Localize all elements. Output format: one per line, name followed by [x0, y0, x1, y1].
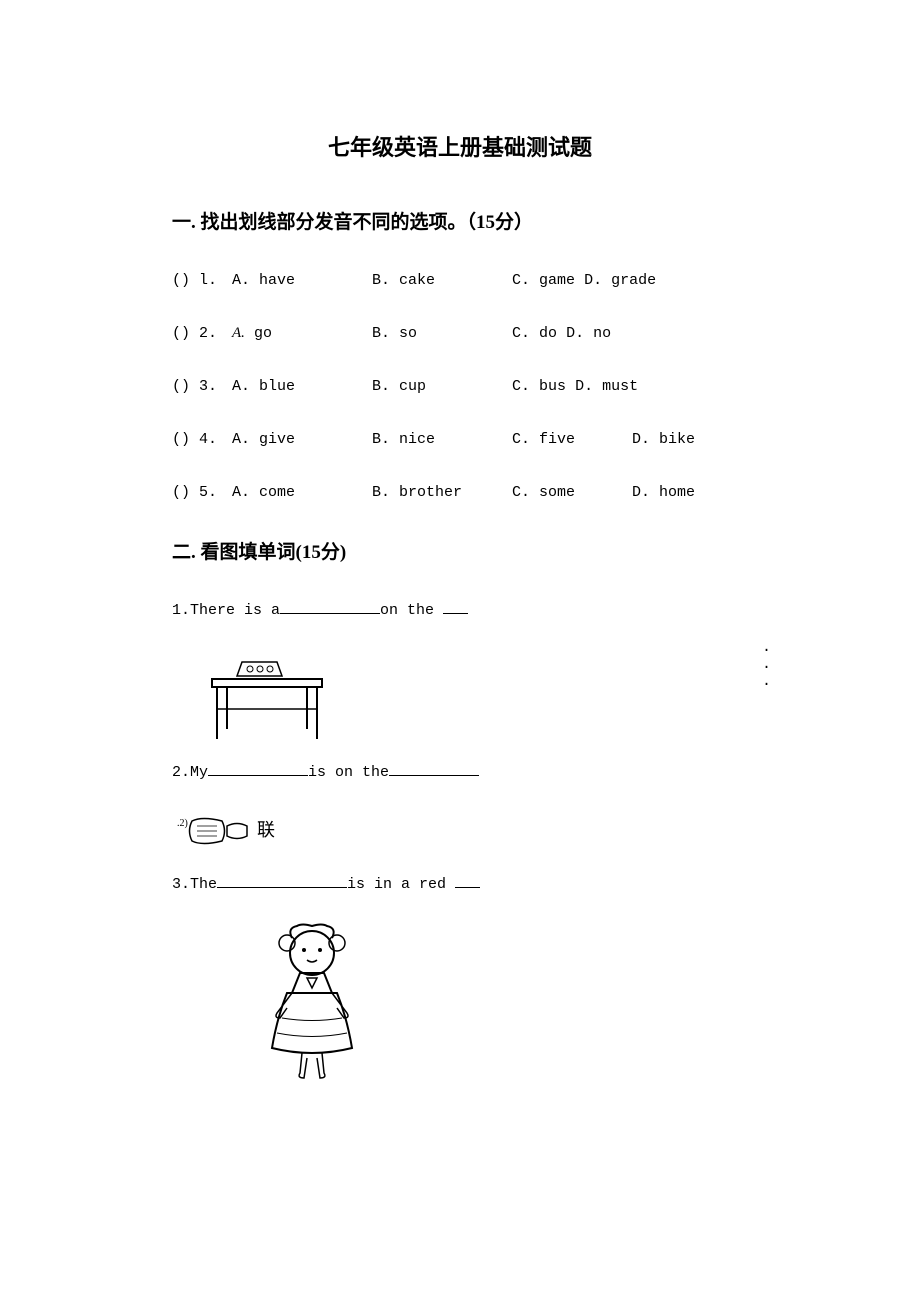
dots-marker: . . . [762, 639, 779, 690]
question-3: () 3. A. blue B. cup C. bus D. must [172, 378, 748, 395]
q2-num: () 2. [172, 325, 232, 342]
fill-question-3: 3.The is in a red [172, 876, 748, 893]
question-1: () l. A. have B. cake C. game D. grade [172, 272, 748, 289]
q4-option-d: D. bike [632, 431, 742, 448]
q4-option-a: A. give [232, 431, 372, 448]
blank-line [280, 613, 380, 614]
q3-option-a: A. blue [232, 378, 372, 395]
q1-option-cd: C. game D. grade [512, 272, 712, 289]
section2-heading: 二. 看图填单词(15分) [172, 537, 748, 564]
q5-option-a: A. come [232, 484, 372, 501]
question-4: () 4. A. give B. nice C. five D. bike [172, 431, 748, 448]
q1-option-a: A. have [232, 272, 372, 289]
q5-option-b: B. brother [372, 484, 512, 501]
q1-num: () l. [172, 272, 232, 289]
q3-num: () 3. [172, 378, 232, 395]
fill-question-1: 1.There is a on the [172, 602, 748, 619]
q4-option-b: B. nice [372, 431, 512, 448]
q3-option-cd: C. bus D. must [512, 378, 712, 395]
q4-option-c: C. five [512, 431, 632, 448]
q2-option-b: B. so [372, 325, 512, 342]
blank-line [389, 775, 479, 776]
q3-option-b: B. cup [372, 378, 512, 395]
desk-icon [202, 644, 332, 744]
fq3-mid: is in a red [347, 876, 455, 893]
question-5: () 5. A. come B. brother C. some D. home [172, 484, 748, 501]
blank-line [443, 613, 468, 614]
q2-option-a: A. go [232, 325, 372, 342]
fq2-mid: is on the [308, 764, 389, 781]
fq1-prefix: 1.There is a [172, 602, 280, 619]
section1-heading: 一. 找出划线部分发音不同的选项。（15分） [172, 207, 748, 234]
fq2-prefix: 2.My [172, 764, 208, 781]
svg-text:联: 联 [257, 820, 275, 840]
desk-image [202, 644, 748, 749]
svg-text:.2): .2) [177, 818, 188, 829]
blank-line [217, 887, 347, 888]
page-title: 七年级英语上册基础测试题 [172, 130, 748, 162]
pillow-icon: .2) 联 [172, 806, 292, 856]
q5-option-c: C. some [512, 484, 632, 501]
girl-icon [252, 918, 372, 1083]
blank-line [455, 887, 480, 888]
fq1-mid: on the [380, 602, 443, 619]
pillow-image: .2) 联 [172, 806, 748, 861]
q5-num: () 5. [172, 484, 232, 501]
q4-num: () 4. [172, 431, 232, 448]
q5-option-d: D. home [632, 484, 742, 501]
fq3-prefix: 3.The [172, 876, 217, 893]
q2-option-cd: C. do D. no [512, 325, 712, 342]
fill-question-2: 2.My is on the [172, 764, 748, 781]
blank-line [208, 775, 308, 776]
girl-image [202, 918, 748, 1088]
q1-option-b: B. cake [372, 272, 512, 289]
question-2: () 2. A. go B. so C. do D. no [172, 325, 748, 342]
